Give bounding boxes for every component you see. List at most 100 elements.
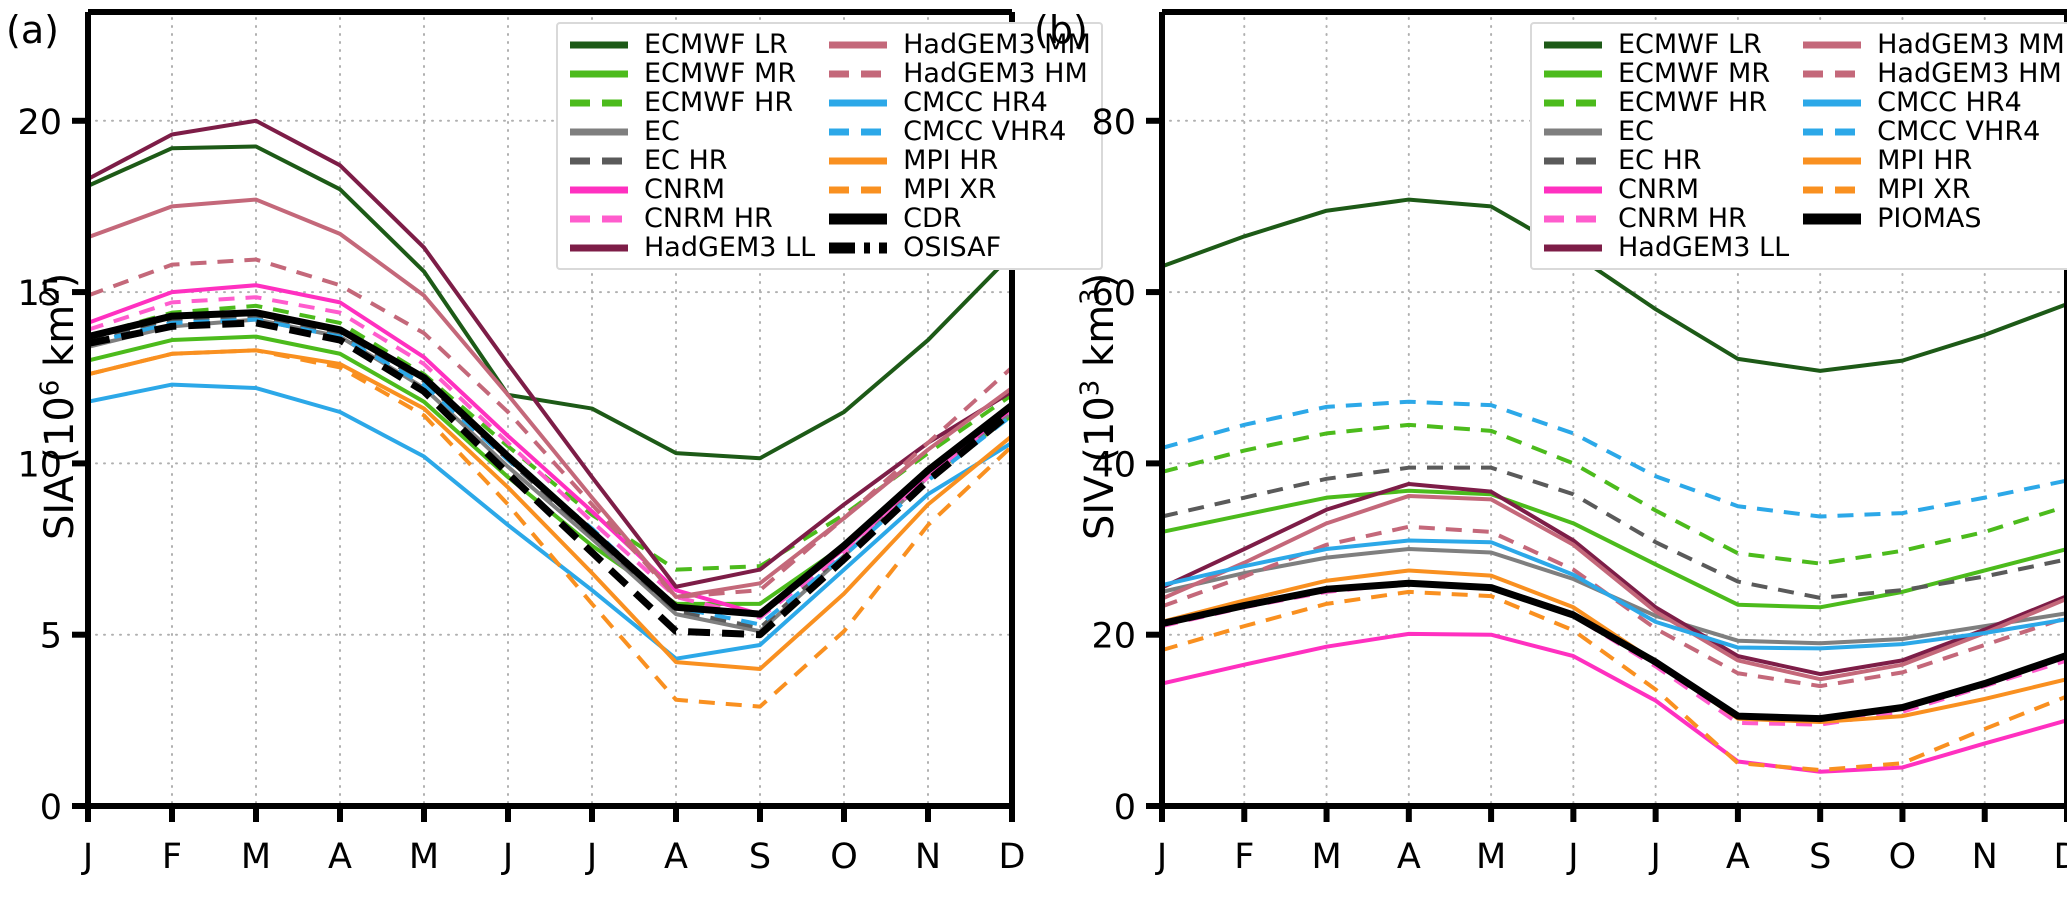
- series-line-ec-hr: [1161, 465, 2067, 600]
- legend-swatch-cmcc-vhr4: [827, 120, 889, 144]
- x-tick-label: J: [585, 837, 597, 877]
- legend-swatch-ecmwf-lr: [568, 33, 630, 57]
- legend-swatch-cnrm-hr: [1542, 207, 1604, 231]
- legend-label: HadGEM3 MM: [1877, 29, 2065, 60]
- x-tick-label: J: [501, 837, 513, 877]
- legend-label: HadGEM3 LL: [1618, 232, 1790, 263]
- series-line-hadgem3-ll: [1161, 481, 2067, 677]
- y-tick-label: 60: [1091, 274, 1136, 314]
- panel-b: (b) SIV (103 km3) 020406080JFMAMJJASOND …: [1034, 0, 2067, 900]
- panel-a-legend: ECMWF LR HadGEM3 MM ECMWF MR HadGEM3 HM ECMW…: [556, 22, 1103, 270]
- legend-swatch-hadgem3-ll: [1542, 236, 1604, 260]
- legend-label: HadGEM3 HM: [1877, 58, 2062, 89]
- legend-label: MPI XR: [903, 174, 997, 205]
- series-line-cmcc-hr4: [87, 382, 1014, 661]
- legend-swatch-ecmwf-mr: [1542, 62, 1604, 86]
- legend-swatch-cnrm: [568, 178, 630, 202]
- x-tick-label: A: [1726, 837, 1750, 877]
- legend-label: CNRM HR: [644, 203, 773, 234]
- legend-label: CNRM HR: [1618, 203, 1747, 234]
- series-line-osisaf: [87, 319, 1015, 639]
- legend-swatch-ecmwf-hr: [1542, 91, 1604, 115]
- legend-swatch-ecmwf-hr: [568, 91, 630, 115]
- x-tick-label: D: [999, 837, 1026, 877]
- legend-swatch-empty: [1801, 236, 1863, 260]
- legend-label: MPI XR: [1877, 174, 1971, 205]
- x-tick-label: S: [1809, 837, 1831, 877]
- legend-swatch-ec: [568, 120, 630, 144]
- x-tick-label: A: [1397, 837, 1421, 877]
- panel-b-legend: ECMWF LR HadGEM3 MM ECMWF MR HadGEM3 HM ECMW…: [1530, 22, 2067, 270]
- x-tick-label: J: [81, 837, 93, 877]
- legend-label: HadGEM3 LL: [644, 232, 816, 263]
- legend-label: ECMWF LR: [1618, 29, 1762, 60]
- x-tick-label: M: [1311, 837, 1341, 877]
- series-line-cdr: [87, 309, 1015, 618]
- legend-label: ECMWF LR: [644, 29, 788, 60]
- legend-swatch-hadgem3-mm: [1801, 33, 1863, 57]
- x-tick-label: J: [1648, 837, 1660, 877]
- legend-label: MPI HR: [1877, 145, 1973, 176]
- legend-label: ECMWF HR: [644, 87, 794, 118]
- legend-swatch-cmcc-hr4: [1801, 91, 1863, 115]
- series-line-mpi-hr: [87, 348, 1014, 671]
- x-tick-label: D: [2054, 837, 2067, 877]
- legend-label: OSISAF: [903, 232, 1002, 263]
- legend-swatch-ecmwf-lr: [1542, 33, 1604, 57]
- legend-label: CMCC VHR4: [1877, 116, 2041, 147]
- legend-swatch-mpi-xr: [827, 178, 889, 202]
- x-tick-label: A: [328, 837, 352, 877]
- y-tick-label: 10: [17, 445, 62, 485]
- y-tick-label: 0: [40, 788, 62, 828]
- panel-a-label: (a): [6, 8, 59, 52]
- x-tick-label: F: [1234, 837, 1254, 877]
- legend-swatch-cnrm: [1542, 178, 1604, 202]
- legend-swatch-hadgem3-mm: [827, 33, 889, 57]
- legend-swatch-mpi-xr: [1801, 178, 1863, 202]
- legend-label: ECMWF HR: [1618, 87, 1768, 118]
- legend-swatch-osisaf: [827, 236, 889, 260]
- legend-label: CDR: [903, 203, 962, 234]
- legend-swatch-ec-hr: [568, 149, 630, 173]
- series-line-hadgem3-mm: [87, 197, 1014, 600]
- series-line-ecmwf-lr: [1161, 197, 2067, 373]
- y-tick-label: 5: [40, 617, 62, 657]
- x-tick-label: M: [1476, 837, 1506, 877]
- legend-swatch-mpi-hr: [1801, 149, 1863, 173]
- legend-swatch-ec-hr: [1542, 149, 1604, 173]
- panel-a: (a) SIA (106 km2) 0 5 10 15 20 J F M A M J J A S O N D E…: [0, 0, 1103, 900]
- x-tick-label: M: [241, 837, 271, 877]
- series-line-piomas: [1161, 579, 2067, 723]
- series-line-ecmwf-lr: [87, 144, 1014, 461]
- x-tick-label: O: [830, 837, 858, 877]
- legend-label: ECMWF MR: [644, 58, 797, 89]
- legend-swatch-cdr: [827, 207, 889, 231]
- series-line-hadgem3-ll: [87, 118, 1014, 589]
- series-line-mpi-xr: [87, 348, 1014, 709]
- legend-label: CNRM: [644, 174, 726, 205]
- series-line-hadgem3-mm: [1161, 493, 2067, 682]
- legend-label: PIOMAS: [1877, 203, 1982, 234]
- legend-label: EC: [644, 116, 680, 147]
- x-tick-label: N: [1972, 837, 1998, 877]
- panel-b-label: (b): [1034, 8, 1088, 52]
- x-tick-label: F: [162, 837, 182, 877]
- legend-label: EC: [1618, 116, 1654, 147]
- legend-label: ECMWF MR: [1618, 58, 1771, 89]
- x-tick-label: A: [664, 837, 688, 877]
- series-line-ecmwf-hr: [1161, 422, 2067, 566]
- legend-label: CNRM: [1618, 174, 1700, 205]
- y-tick-label: 80: [1091, 103, 1136, 143]
- x-tick-label: J: [1155, 837, 1167, 877]
- legend-label: EC HR: [1618, 145, 1702, 176]
- x-tick-label: J: [1566, 837, 1578, 877]
- legend-swatch-hadgem3-hm: [827, 62, 889, 86]
- legend-swatch-cmcc-hr4: [827, 91, 889, 115]
- x-tick-label: N: [915, 837, 941, 877]
- panel-a-plot-area: 0 5 10 15 20 J F M A M J J A S O N D: [17, 9, 1026, 877]
- legend-swatch-hadgem3-ll: [568, 236, 630, 260]
- panel-b-plot-area: 0 20 40 60 80 J F M A M J J A S O N D: [1091, 9, 2067, 877]
- legend-label: CMCC HR4: [1877, 87, 2022, 118]
- legend-swatch-hadgem3-hm: [1801, 62, 1863, 86]
- y-tick-label: 15: [17, 274, 62, 314]
